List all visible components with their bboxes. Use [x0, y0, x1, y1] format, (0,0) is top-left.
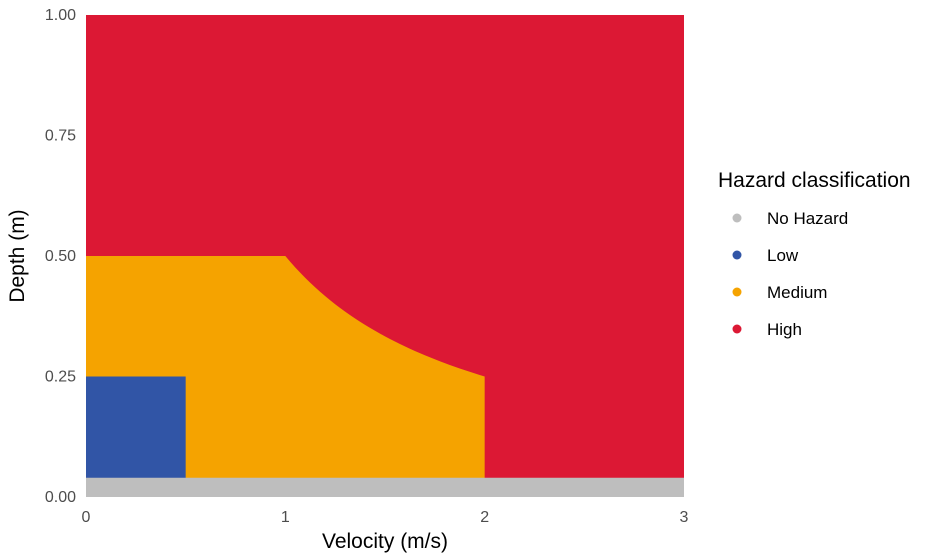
legend-swatch — [732, 213, 742, 223]
y-tick-label: 0.75 — [45, 128, 76, 145]
legend-swatch — [732, 250, 742, 260]
plot-area — [86, 15, 684, 497]
x-axis-title: Velocity (m/s) — [322, 530, 448, 553]
x-tick-label: 1 — [281, 509, 290, 526]
x-tick-label: 3 — [680, 509, 689, 526]
legend-title: Hazard classification — [718, 169, 911, 192]
y-tick-label: 0.00 — [45, 489, 76, 506]
region-medium — [86, 256, 485, 497]
legend-label: High — [767, 320, 802, 339]
legend-label: Low — [767, 246, 799, 265]
legend-swatch — [732, 287, 742, 297]
legend-label: No Hazard — [767, 209, 848, 228]
x-tick-label: 2 — [480, 509, 489, 526]
legend-item-no-hazard: No Hazard — [732, 209, 848, 228]
legend-item-high: High — [732, 320, 802, 339]
y-tick-label: 0.25 — [45, 369, 76, 386]
legend-item-low: Low — [732, 246, 799, 265]
y-tick-label: 1.00 — [45, 7, 76, 24]
y-axis: 0.00 0.25 0.50 0.75 1.00 — [45, 7, 76, 506]
legend-swatch — [732, 324, 742, 334]
x-tick-label: 0 — [82, 509, 91, 526]
x-axis: 0 1 2 3 — [82, 509, 689, 526]
region-low — [86, 376, 186, 497]
legend-item-medium: Medium — [732, 283, 827, 302]
region-no-hazard — [86, 477, 684, 497]
y-axis-title: Depth (m) — [6, 209, 29, 302]
legend-label: Medium — [767, 283, 827, 302]
legend: Hazard classification No Hazard Low Medium… — [718, 169, 911, 339]
y-tick-label: 0.50 — [45, 248, 76, 265]
